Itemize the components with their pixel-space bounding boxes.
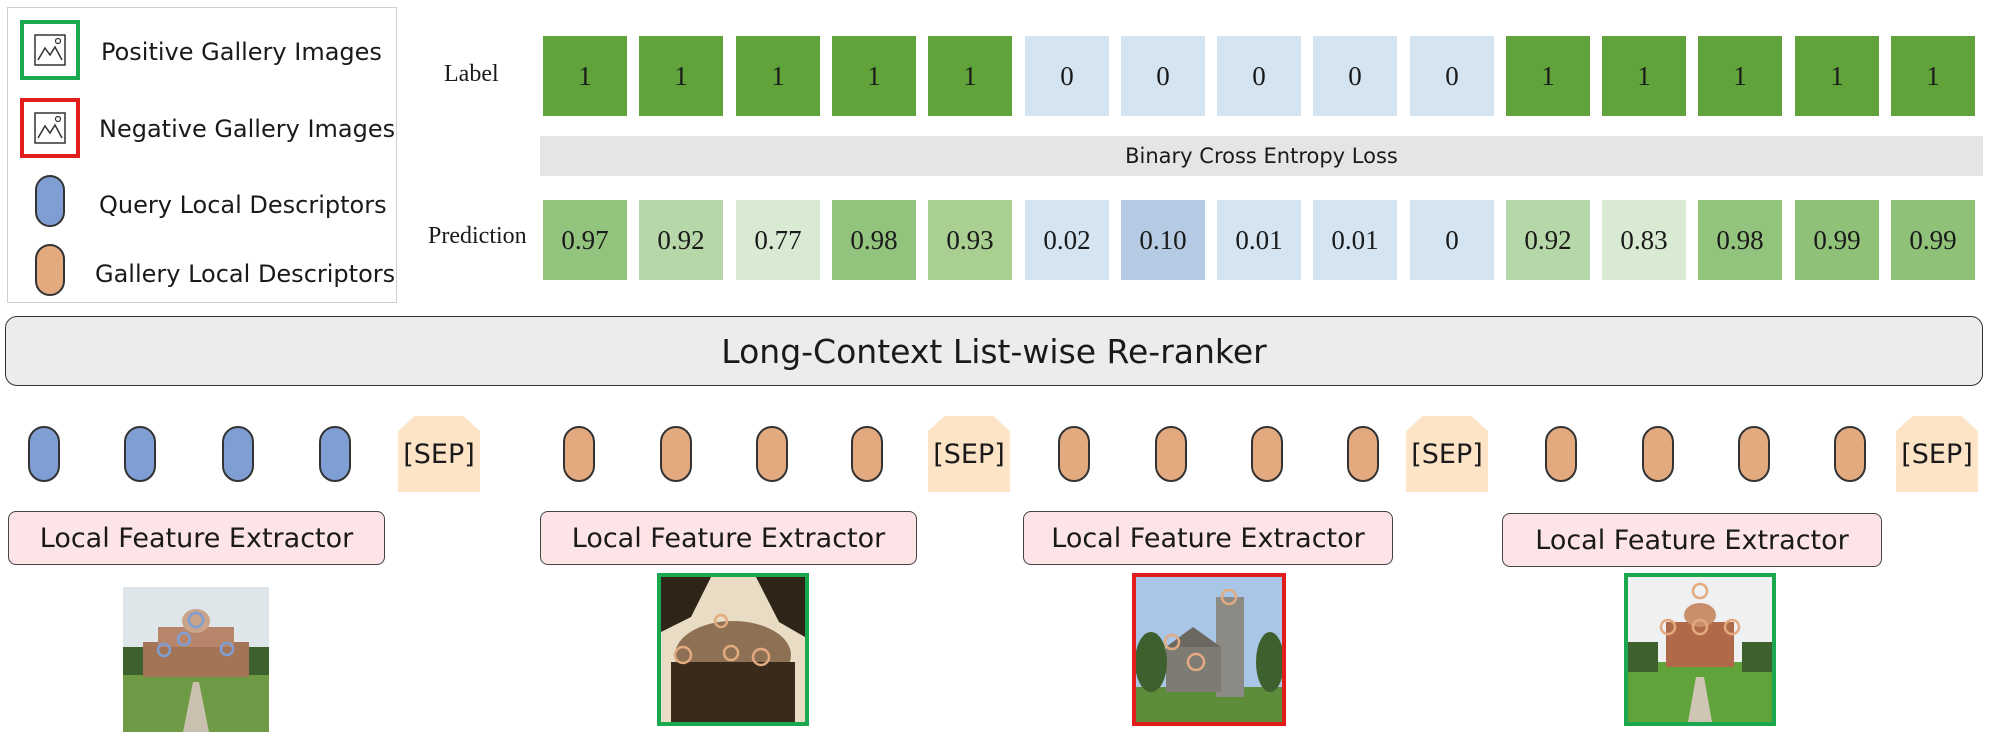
sep-token: [SEP] <box>1406 416 1488 492</box>
negative-gallery-legend-icon <box>20 98 80 158</box>
gallery-descriptor-token <box>1642 426 1674 482</box>
prediction-cell: 0.97 <box>543 200 627 280</box>
query-descriptor-token <box>222 426 254 482</box>
query-descriptor-token <box>124 426 156 482</box>
gallery-legend-label: Gallery Local Descriptors <box>95 260 396 288</box>
label-cell: 1 <box>736 36 820 116</box>
label-cell: 1 <box>543 36 627 116</box>
label-cell: 1 <box>639 36 723 116</box>
gallery-descriptor-token <box>1834 426 1866 482</box>
reranker-block: Long-Context List-wise Re-ranker <box>5 316 1983 386</box>
local-feature-extractor-gallery-1: Local Feature Extractor <box>540 511 917 565</box>
local-feature-extractor-gallery-2: Local Feature Extractor <box>1023 511 1393 565</box>
gallery-descriptor-token <box>1347 426 1379 482</box>
prediction-cell: 0.02 <box>1025 200 1109 280</box>
prediction-cell: 0.92 <box>1506 200 1590 280</box>
gallery-descriptor-token <box>756 426 788 482</box>
gallery-descriptor-token <box>1738 426 1770 482</box>
sep-token: [SEP] <box>398 416 480 492</box>
prediction-row-title: Prediction <box>428 223 527 249</box>
prediction-cell: 0.98 <box>1698 200 1782 280</box>
label-cell: 1 <box>1891 36 1975 116</box>
prediction-cell: 0.01 <box>1217 200 1301 280</box>
label-cell: 1 <box>928 36 1012 116</box>
gallery-descriptor-token <box>1251 426 1283 482</box>
bce-loss-bar: Binary Cross Entropy Loss <box>540 136 1983 176</box>
local-feature-extractor-gallery-3: Local Feature Extractor <box>1502 513 1882 567</box>
negative-legend-label: Negative Gallery Images <box>99 115 396 143</box>
gallery-descriptor-token <box>1545 426 1577 482</box>
label-cell: 1 <box>1795 36 1879 116</box>
local-feature-extractor-query: Local Feature Extractor <box>8 511 385 565</box>
label-cell: 1 <box>832 36 916 116</box>
gallery-descriptor-token <box>1155 426 1187 482</box>
sep-token: [SEP] <box>1896 416 1978 492</box>
positive-legend-label: Positive Gallery Images <box>101 38 382 66</box>
label-cell: 1 <box>1698 36 1782 116</box>
prediction-cell: 0.77 <box>736 200 820 280</box>
query-image <box>123 587 269 732</box>
prediction-cell: 0.98 <box>832 200 916 280</box>
prediction-cell: 0.93 <box>928 200 1012 280</box>
prediction-cell: 0.99 <box>1891 200 1975 280</box>
gallery-descriptor-token <box>851 426 883 482</box>
query-descriptor-token <box>319 426 351 482</box>
query-descriptor-token <box>28 426 60 482</box>
query-descriptor-legend-icon <box>35 175 65 227</box>
legend: Positive Gallery Images Negative Gallery… <box>7 7 397 303</box>
prediction-cell: 0.92 <box>639 200 723 280</box>
query-legend-label: Query Local Descriptors <box>99 191 387 219</box>
prediction-cell: 0.10 <box>1121 200 1205 280</box>
gallery-descriptor-token <box>1058 426 1090 482</box>
prediction-cell: 0.01 <box>1313 200 1397 280</box>
label-cell: 0 <box>1217 36 1301 116</box>
positive-gallery-image-2 <box>1624 573 1776 726</box>
prediction-cell: 0.83 <box>1602 200 1686 280</box>
positive-gallery-legend-icon <box>20 20 80 80</box>
label-cell: 0 <box>1410 36 1494 116</box>
gallery-descriptor-token <box>660 426 692 482</box>
label-cell: 0 <box>1121 36 1205 116</box>
label-row-title: Label <box>444 61 499 87</box>
label-cell: 0 <box>1025 36 1109 116</box>
positive-gallery-image-1 <box>657 573 809 726</box>
prediction-cell: 0.99 <box>1795 200 1879 280</box>
prediction-cell: 0 <box>1410 200 1494 280</box>
sep-token: [SEP] <box>928 416 1010 492</box>
label-cell: 1 <box>1602 36 1686 116</box>
label-cell: 0 <box>1313 36 1397 116</box>
gallery-descriptor-token <box>563 426 595 482</box>
gallery-descriptor-legend-icon <box>35 244 65 296</box>
negative-gallery-image <box>1132 573 1286 726</box>
label-cell: 1 <box>1506 36 1590 116</box>
